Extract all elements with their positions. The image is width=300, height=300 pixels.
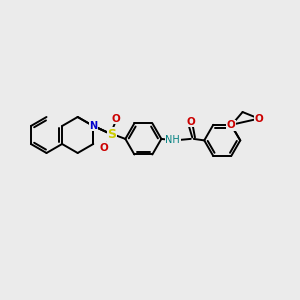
Text: N: N [89,121,97,131]
Text: O: O [111,114,120,124]
Text: S: S [107,128,116,141]
Text: NH: NH [165,135,180,146]
Text: O: O [227,120,236,130]
Text: O: O [186,117,195,127]
Text: O: O [254,114,263,124]
Text: O: O [100,143,109,153]
